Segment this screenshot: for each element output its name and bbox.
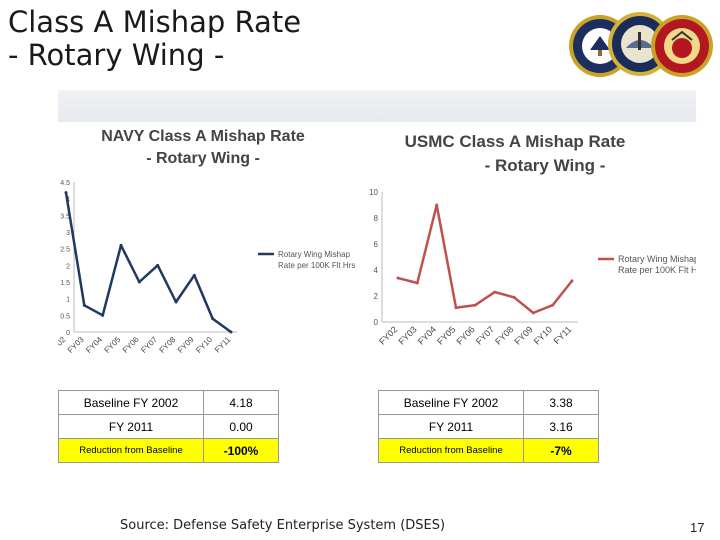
usmc-x-tick-label: FY04 — [416, 324, 438, 346]
navy-data-point — [101, 313, 105, 317]
source-note: Source: Defense Safety Enterprise System… — [120, 518, 446, 533]
usmc-y-tick-label: 6 — [374, 240, 379, 249]
table-row: FY 2011 3.16 — [378, 414, 599, 439]
navy-y-tick-label: 0.5 — [60, 313, 70, 320]
navy-reduction-value: -100% — [203, 438, 279, 463]
navy-data-point — [137, 280, 141, 284]
navy-data-point — [119, 243, 123, 247]
navy-data-point — [192, 273, 196, 277]
navy-x-tick-label: FY03 — [66, 335, 86, 355]
navy-chart-title: NAVY Class A Mishap Rate — [101, 128, 305, 145]
navy-y-tick-label: 2 — [66, 263, 70, 270]
navy-chart-subtitle: - Rotary Wing - — [146, 150, 260, 167]
usmc-reduction-value: -7% — [523, 438, 599, 463]
slide-title: Class A Mishap Rate - Rotary Wing - — [8, 6, 301, 72]
usmc-data-point — [454, 306, 458, 310]
navy-fy2011-value: 0.00 — [203, 414, 279, 439]
navy-x-tick-label: FY07 — [139, 335, 159, 355]
usmc-x-tick-label: FY05 — [435, 324, 457, 346]
navy-chart-card: NAVY Class A Mishap Rate - Rotary Wing -… — [58, 122, 360, 372]
usmc-x-tick-label: FY08 — [493, 324, 515, 346]
slide-title-line2: - Rotary Wing - — [8, 38, 225, 72]
usmc-stats-table: Baseline FY 2002 3.38 FY 2011 3.16 Reduc… — [378, 390, 599, 463]
navy-data-point — [211, 317, 215, 321]
navy-x-tick-label: FY09 — [176, 335, 196, 355]
usmc-data-point — [473, 303, 477, 307]
navy-x-tick-label: FY11 — [213, 335, 233, 355]
navy-y-tick-label: 2.5 — [60, 247, 70, 254]
navy-y-tick-label: 1 — [66, 297, 70, 304]
usmc-x-tick-label: FY11 — [552, 324, 574, 346]
navy-data-point — [229, 330, 233, 334]
usmc-x-tick-label: FY09 — [512, 324, 534, 346]
usmc-fy2011-label: FY 2011 — [378, 414, 524, 439]
navy-data-point — [174, 300, 178, 304]
navy-y-tick-label: 1.5 — [60, 280, 70, 287]
usmc-y-tick-label: 8 — [374, 214, 379, 223]
usmc-x-tick-label: FY06 — [454, 324, 476, 346]
usmc-y-tick-label: 0 — [374, 318, 379, 327]
table-row: Reduction from Baseline -100% — [58, 438, 279, 463]
usmc-data-point — [570, 279, 574, 283]
table-row: FY 2011 0.00 — [58, 414, 279, 439]
slide-title-line1: Class A Mishap Rate — [8, 5, 302, 39]
usmc-data-point — [512, 295, 516, 299]
usmc-data-point — [415, 281, 419, 285]
usmc-y-tick-label: 4 — [374, 266, 379, 275]
navy-series-line — [64, 192, 232, 334]
usmc-baseline-value: 3.38 — [523, 390, 599, 415]
navy-data-point — [64, 191, 68, 195]
navy-baseline-value: 4.18 — [203, 390, 279, 415]
usmc-data-point — [531, 311, 535, 315]
usmc-y-tick-label: 2 — [374, 292, 379, 301]
usmc-baseline-label: Baseline FY 2002 — [378, 390, 524, 415]
usmc-data-point — [551, 303, 555, 307]
navy-x-tick-label: FY10 — [194, 335, 214, 355]
header-band — [58, 90, 696, 122]
navy-y-tick-label: 0 — [66, 330, 70, 337]
navy-legend-label: Rotary Wing Mishap Rate per 100K Flt Hrs — [278, 250, 355, 270]
navy-baseline-label: Baseline FY 2002 — [58, 390, 204, 415]
usmc-x-tick-label: FY10 — [532, 324, 554, 346]
usmc-x-tick-label: FY03 — [396, 324, 418, 346]
navy-x-tick-label: FY06 — [121, 335, 141, 355]
usmc-fy2011-value: 3.16 — [523, 414, 599, 439]
usmc-data-point — [435, 203, 439, 207]
usmc-mishap-chart: 0246810FY02FY03FY04FY05FY06FY07FY08FY09F… — [369, 188, 696, 347]
navy-y-tick-label: 3 — [66, 230, 70, 237]
military-seals — [569, 12, 713, 77]
page-number: 17 — [690, 520, 705, 535]
navy-y-tick-label: 3.5 — [60, 213, 70, 220]
navy-x-tick-label: FY04 — [84, 335, 104, 355]
table-row: Baseline FY 2002 4.18 — [58, 390, 279, 415]
navy-fy2011-label: FY 2011 — [58, 414, 204, 439]
usmc-chart-title: USMC Class A Mishap Rate — [404, 132, 626, 151]
navy-stats-table: Baseline FY 2002 4.18 FY 2011 0.00 Reduc… — [58, 390, 279, 463]
table-row: Baseline FY 2002 3.38 — [378, 390, 599, 415]
navy-mishap-chart: 00.511.522.533.544.5FY02FY03FY04FY05FY06… — [58, 180, 355, 355]
navy-x-tick-label: FY05 — [103, 335, 123, 355]
navy-reduction-label: Reduction from Baseline — [58, 438, 204, 463]
usmc-series-line — [397, 203, 573, 315]
usmc-y-tick-label: 10 — [369, 188, 378, 197]
usmc-chart-card: USMC Class A Mishap Rate - Rotary Wing -… — [360, 122, 696, 372]
navy-data-point — [82, 303, 86, 307]
usmc-data-point — [396, 276, 400, 280]
navy-x-tick-label: FY02 — [58, 335, 68, 355]
navy-x-tick-label: FY08 — [158, 335, 178, 355]
usmc-chart-subtitle: - Rotary Wing - — [484, 156, 606, 175]
navy-data-point — [156, 263, 160, 267]
usmc-x-tick-label: FY02 — [377, 324, 399, 346]
usmc-x-tick-label: FY07 — [474, 324, 496, 346]
navy-y-tick-label: 4.5 — [60, 180, 70, 187]
usmc-seal-icon — [651, 15, 713, 77]
table-row: Reduction from Baseline -7% — [378, 438, 599, 463]
usmc-reduction-label: Reduction from Baseline — [378, 438, 524, 463]
usmc-data-point — [493, 290, 497, 294]
